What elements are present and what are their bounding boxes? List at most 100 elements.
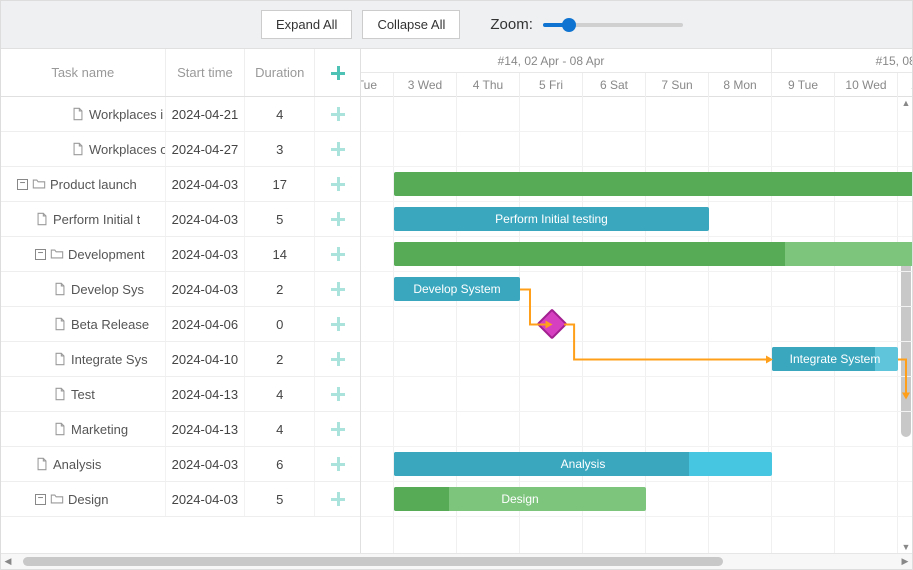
- task-name-cell[interactable]: Analysis: [1, 447, 166, 481]
- timeline-day-cell[interactable]: 3 Wed: [394, 73, 457, 97]
- task-duration-cell[interactable]: 14: [245, 237, 315, 271]
- task-add-cell[interactable]: [315, 412, 360, 446]
- gantt-bar[interactable]: Analysis: [394, 452, 772, 476]
- file-icon: [71, 107, 85, 121]
- task-row[interactable]: Develop Sys2024-04-032: [1, 272, 360, 307]
- task-row[interactable]: Analysis2024-04-036: [1, 447, 360, 482]
- task-name-cell[interactable]: −Design: [1, 482, 166, 516]
- task-add-cell[interactable]: [315, 132, 360, 166]
- collapse-all-button[interactable]: Collapse All: [362, 10, 460, 39]
- task-row[interactable]: Workplaces i2024-04-214: [1, 97, 360, 132]
- timeline-week-cell[interactable]: #14, 02 Apr - 08 Apr: [361, 49, 772, 73]
- task-start-cell[interactable]: 2024-04-03: [166, 272, 246, 306]
- scrollbar-horizontal[interactable]: ◀ ▶: [1, 553, 912, 569]
- task-add-cell[interactable]: [315, 342, 360, 376]
- task-add-cell[interactable]: [315, 97, 360, 131]
- timeline-day-cell[interactable]: 7 Sun: [646, 73, 709, 97]
- timeline-day-cell[interactable]: 11 Thu: [898, 73, 912, 97]
- col-header-name[interactable]: Task name: [1, 49, 166, 96]
- timeline-day-cell[interactable]: 5 Fri: [520, 73, 583, 97]
- task-duration-cell[interactable]: 6: [245, 447, 315, 481]
- timeline-day-cell[interactable]: 6 Sat: [583, 73, 646, 97]
- gantt-body: Task name Start time Duration Workplaces…: [1, 49, 912, 553]
- task-name-cell[interactable]: Develop Sys: [1, 272, 166, 306]
- gantt-bar[interactable]: Product launch: [394, 172, 912, 196]
- timeline-day-cell[interactable]: 10 Wed: [835, 73, 898, 97]
- timeline-week-cell[interactable]: #15, 08 Apr - 14 Apr: [772, 49, 912, 73]
- col-header-add[interactable]: [315, 49, 360, 96]
- col-header-duration[interactable]: Duration: [245, 49, 315, 96]
- task-add-cell[interactable]: [315, 482, 360, 516]
- task-start-cell[interactable]: 2024-04-03: [166, 237, 246, 271]
- task-start-cell[interactable]: 2024-04-03: [166, 202, 246, 236]
- col-header-start[interactable]: Start time: [166, 49, 246, 96]
- task-duration-cell[interactable]: 4: [245, 377, 315, 411]
- task-row[interactable]: −Development2024-04-0314: [1, 237, 360, 272]
- task-row[interactable]: Perform Initial t2024-04-035: [1, 202, 360, 237]
- task-add-cell[interactable]: [315, 307, 360, 341]
- task-start-cell[interactable]: 2024-04-03: [166, 482, 246, 516]
- task-start-cell[interactable]: 2024-04-21: [166, 97, 246, 131]
- task-duration-cell[interactable]: 17: [245, 167, 315, 201]
- task-add-cell[interactable]: [315, 237, 360, 271]
- task-row[interactable]: Test2024-04-134: [1, 377, 360, 412]
- scroll-right-arrow[interactable]: ▶: [898, 554, 912, 569]
- task-duration-cell[interactable]: 2: [245, 342, 315, 376]
- task-name-cell[interactable]: −Product launch: [1, 167, 166, 201]
- task-start-cell[interactable]: 2024-04-27: [166, 132, 246, 166]
- gantt-bar[interactable]: Development: [394, 242, 912, 266]
- task-name-cell[interactable]: Test: [1, 377, 166, 411]
- task-start-cell[interactable]: 2024-04-03: [166, 447, 246, 481]
- toggle-icon[interactable]: −: [35, 494, 46, 505]
- task-row[interactable]: Beta Release2024-04-060: [1, 307, 360, 342]
- timeline-day-cell[interactable]: 8 Mon: [709, 73, 772, 97]
- toggle-icon[interactable]: −: [17, 179, 28, 190]
- file-icon: [35, 457, 49, 471]
- task-name-cell[interactable]: Integrate Sys: [1, 342, 166, 376]
- task-row[interactable]: Workplaces o2024-04-273: [1, 132, 360, 167]
- task-duration-cell[interactable]: 4: [245, 97, 315, 131]
- task-name-cell[interactable]: Marketing: [1, 412, 166, 446]
- task-name-cell[interactable]: −Development: [1, 237, 166, 271]
- timeline-day-cell[interactable]: 9 Tue: [772, 73, 835, 97]
- scrollbar-h-thumb[interactable]: [23, 557, 723, 566]
- task-start-cell[interactable]: 2024-04-13: [166, 377, 246, 411]
- task-name-cell[interactable]: Workplaces i: [1, 97, 166, 131]
- task-row[interactable]: Integrate Sys2024-04-102: [1, 342, 360, 377]
- gantt-bar[interactable]: Develop System: [394, 277, 520, 301]
- task-duration-cell[interactable]: 5: [245, 482, 315, 516]
- zoom-slider[interactable]: [543, 23, 683, 27]
- task-add-cell[interactable]: [315, 447, 360, 481]
- plus-icon: [330, 491, 346, 507]
- task-start-cell[interactable]: 2024-04-06: [166, 307, 246, 341]
- timeline-day-cell[interactable]: 4 Thu: [457, 73, 520, 97]
- task-start-cell[interactable]: 2024-04-10: [166, 342, 246, 376]
- task-name-cell[interactable]: Workplaces o: [1, 132, 166, 166]
- chart-area[interactable]: ▲ ▼ Product launchPerform Initial testin…: [361, 97, 912, 553]
- task-duration-cell[interactable]: 0: [245, 307, 315, 341]
- task-row[interactable]: −Design2024-04-035: [1, 482, 360, 517]
- timeline-day-cell[interactable]: 2 Tue: [361, 73, 394, 97]
- gantt-bar[interactable]: Integrate System: [772, 347, 898, 371]
- expand-all-button[interactable]: Expand All: [261, 10, 352, 39]
- task-add-cell[interactable]: [315, 202, 360, 236]
- task-name-cell[interactable]: Beta Release: [1, 307, 166, 341]
- gantt-bar[interactable]: Design: [394, 487, 646, 511]
- task-duration-cell[interactable]: 3: [245, 132, 315, 166]
- task-name-cell[interactable]: Perform Initial t: [1, 202, 166, 236]
- scroll-left-arrow[interactable]: ◀: [1, 554, 15, 569]
- task-row[interactable]: Marketing2024-04-134: [1, 412, 360, 447]
- gantt-bar[interactable]: Perform Initial testing: [394, 207, 709, 231]
- scroll-down-arrow[interactable]: ▼: [901, 541, 911, 553]
- task-add-cell[interactable]: [315, 272, 360, 306]
- task-add-cell[interactable]: [315, 377, 360, 411]
- toggle-icon[interactable]: −: [35, 249, 46, 260]
- task-row[interactable]: −Product launch2024-04-0317: [1, 167, 360, 202]
- task-start-cell[interactable]: 2024-04-03: [166, 167, 246, 201]
- gantt-milestone[interactable]: [536, 308, 567, 339]
- task-start-cell[interactable]: 2024-04-13: [166, 412, 246, 446]
- task-duration-cell[interactable]: 4: [245, 412, 315, 446]
- task-add-cell[interactable]: [315, 167, 360, 201]
- task-duration-cell[interactable]: 5: [245, 202, 315, 236]
- task-duration-cell[interactable]: 2: [245, 272, 315, 306]
